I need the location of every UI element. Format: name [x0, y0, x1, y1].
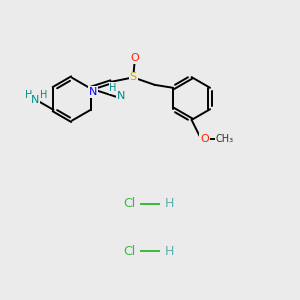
Text: Cl: Cl	[123, 197, 135, 210]
Text: N: N	[89, 87, 97, 97]
Text: S: S	[130, 72, 137, 82]
Text: N: N	[31, 95, 40, 105]
Text: N: N	[117, 91, 125, 100]
Text: O: O	[130, 53, 139, 63]
Text: Cl: Cl	[123, 244, 135, 258]
Text: H: H	[165, 244, 174, 258]
Text: CH₃: CH₃	[216, 134, 234, 143]
Text: H: H	[25, 90, 32, 100]
Text: H: H	[165, 197, 174, 210]
Text: H: H	[110, 83, 117, 93]
Text: H: H	[40, 90, 47, 100]
Text: O: O	[200, 134, 209, 143]
